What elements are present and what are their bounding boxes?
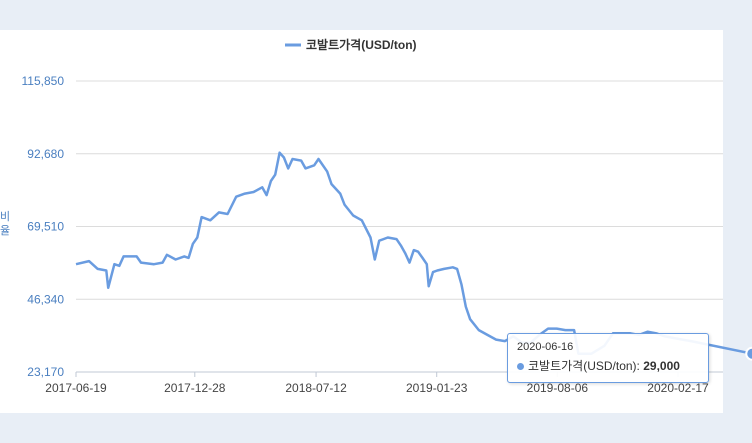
y-axis-ticks: 115,850 92,680 69,510 46,340 23,170 bbox=[22, 74, 65, 379]
y-tick-label: 23,170 bbox=[27, 365, 64, 379]
x-tick-label: 2019-08-06 bbox=[527, 381, 589, 395]
y-tick-label: 92,680 bbox=[27, 147, 64, 161]
series-group bbox=[75, 151, 752, 361]
tooltip-series-dot bbox=[517, 363, 524, 371]
tooltip-value: 29,000 bbox=[643, 359, 680, 373]
x-tick-label: 2017-06-19 bbox=[45, 381, 107, 395]
legend[interactable]: 코발트가격(USD/ton) bbox=[285, 37, 417, 52]
x-tick-label: 2019-01-23 bbox=[406, 381, 468, 395]
series-line[interactable] bbox=[75, 151, 752, 355]
tooltip: 2020-06-16 코발트가격(USD/ton): 29,000 bbox=[507, 333, 709, 383]
x-axis-ticks: 2017-06-19 2017-12-28 2018-07-12 2019-01-23… bbox=[45, 372, 709, 395]
x-tick-label: 2018-07-12 bbox=[285, 381, 347, 395]
legend-label[interactable]: 코발트가격(USD/ton) bbox=[306, 37, 417, 52]
y-tick-label: 46,340 bbox=[27, 292, 64, 306]
tooltip-series-label: 코발트가격(USD/ton): bbox=[528, 359, 640, 373]
hover-point-marker[interactable] bbox=[745, 346, 752, 361]
y-tick-label: 69,510 bbox=[27, 220, 64, 234]
grid-lines bbox=[76, 80, 723, 373]
tooltip-date: 2020-06-16 bbox=[517, 341, 574, 353]
x-tick-label: 2020-02-17 bbox=[647, 381, 709, 395]
tooltip-row: 코발트가격(USD/ton): 29,000 bbox=[517, 357, 680, 374]
x-tick-label: 2017-12-28 bbox=[164, 381, 226, 395]
y-tick-label: 115,850 bbox=[22, 74, 65, 88]
